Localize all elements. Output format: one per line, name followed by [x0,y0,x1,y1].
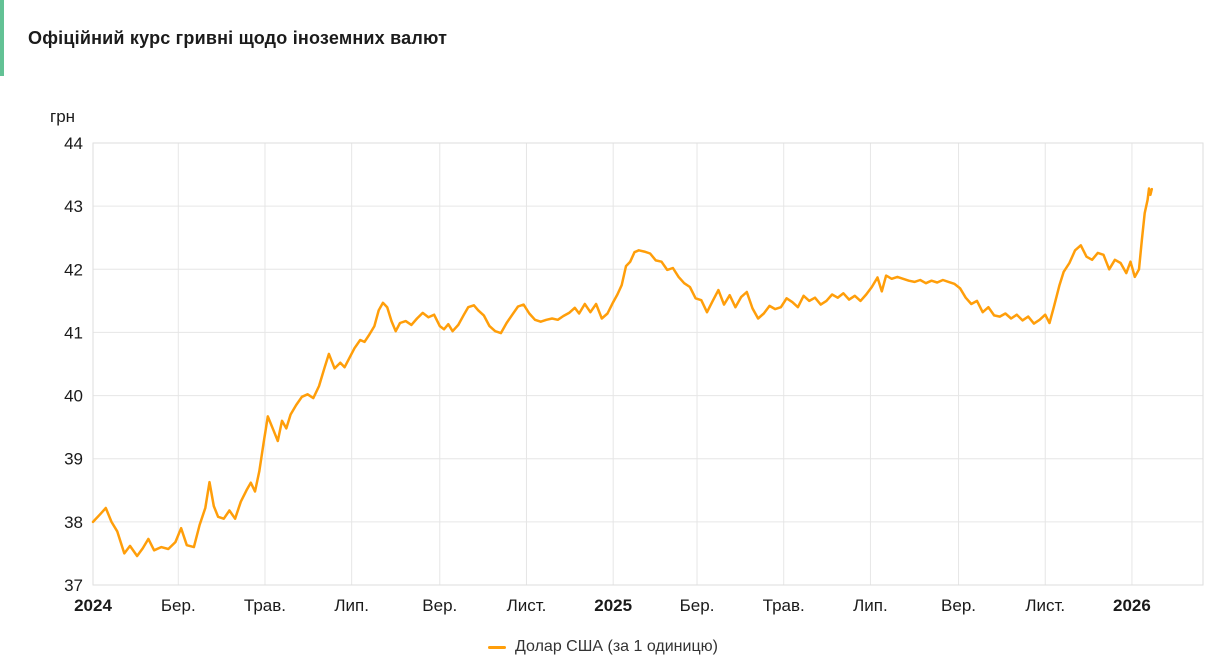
x-axis-label: 2026 [1113,596,1151,615]
title-card: Офіційний курс гривні щодо іноземних вал… [0,0,1206,76]
x-axis-label: Лист. [507,596,547,615]
y-axis-label: 39 [64,450,83,469]
y-axis-unit-label: грн [50,107,75,126]
exchange-rate-chart: грн 44 43 42 41 40 39 38 37 2024 Бер. Трав. Лип. Вер.… [0,76,1206,662]
y-axis-label: 41 [64,323,83,342]
series-line[interactable] [91,187,1154,558]
x-axis-label: Лист. [1025,596,1065,615]
series-color-swatch [488,645,507,649]
x-axis-label: Вер. [941,596,976,615]
legend[interactable]: Долар США (за 1 одиницю) [0,638,1206,656]
x-axis-label: Вер. [422,596,457,615]
legend-series-label: Долар США (за 1 одиницю) [515,638,718,655]
x-axis-label: Бер. [680,596,715,615]
y-axis-label: 37 [64,576,83,595]
plot-border [92,142,1204,586]
y-axis-label: 38 [64,513,83,532]
y-axis-label: 40 [64,387,83,406]
y-axis-label: 43 [64,197,83,216]
x-axis-label: Лип. [853,596,888,615]
page-title: Офіційний курс гривні щодо іноземних вал… [28,27,448,48]
y-axis-label: 42 [64,260,83,279]
x-axis-label: 2025 [594,596,632,615]
y-axis-label: 44 [64,134,83,153]
x-axis-label: Трав. [244,596,286,615]
x-axis-label: Трав. [763,596,805,615]
x-axis-label: Бер. [161,596,196,615]
x-axis-label: Лип. [334,596,369,615]
x-axis-label: 2024 [74,596,112,615]
